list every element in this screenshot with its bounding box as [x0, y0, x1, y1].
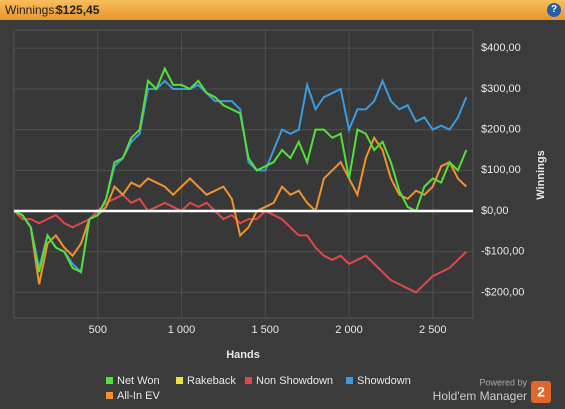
y-tick-label: $400,00 — [481, 42, 521, 54]
header-label: Winnings: — [5, 3, 58, 17]
brand-name: Hold'em Manager — [433, 389, 527, 403]
x-tick-label: 2 500 — [419, 324, 447, 336]
header-value: $125,45 — [56, 3, 100, 17]
legend-label: All-In EV — [117, 390, 160, 402]
y-tick-label: -$200,00 — [481, 286, 524, 298]
legend-swatch — [106, 377, 113, 384]
legend-swatch — [245, 377, 252, 384]
legend-label: Non Showdown — [256, 375, 333, 387]
x-tick-label: 500 — [89, 324, 107, 336]
y-tick-label: $200,00 — [481, 124, 521, 136]
x-axis-title: Hands — [226, 349, 260, 361]
legend-label: Showdown — [357, 375, 411, 387]
y-tick-label: -$100,00 — [481, 246, 524, 258]
y-tick-label: $100,00 — [481, 164, 521, 176]
legend-swatch — [106, 392, 113, 399]
help-button[interactable]: ? — [547, 3, 561, 17]
y-tick-label: $0,00 — [481, 205, 509, 217]
x-tick-label: 2 000 — [335, 324, 363, 336]
chart: $400,00 $300,00 $200,00 $100,00 $0,00 -$100,0… — [13, 29, 551, 403]
legend-swatch — [176, 377, 183, 384]
legend-label: Net Won — [117, 375, 160, 387]
brand-version: 2 — [537, 384, 545, 400]
brand-logo — [531, 381, 551, 403]
x-tick-label: 1 000 — [168, 324, 196, 336]
y-axis-title: Winnings — [535, 150, 547, 199]
series-line — [13, 66, 468, 274]
legend-label: Rakeback — [187, 375, 236, 387]
plot-area — [13, 29, 474, 319]
legend-swatch — [346, 377, 353, 384]
powered-by: Powered by — [479, 377, 527, 387]
x-tick-label: 1 500 — [252, 324, 280, 336]
header: Winnings: $125,45 ? — [0, 0, 565, 20]
y-tick-label: $300,00 — [481, 83, 521, 95]
